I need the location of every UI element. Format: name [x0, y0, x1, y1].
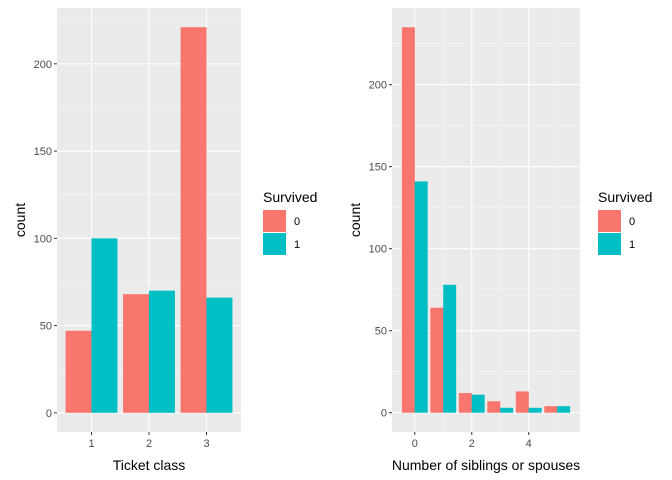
- bar-series-1: [500, 407, 514, 413]
- bar-series-1: [557, 406, 571, 413]
- x-axis-title: Ticket class: [113, 457, 186, 473]
- y-tick-label: 50: [40, 321, 52, 333]
- legend-key-1: [263, 233, 286, 255]
- bar-series-1: [471, 394, 485, 413]
- y-tick-label: 0: [381, 408, 387, 420]
- legend-key-0: [263, 210, 286, 232]
- x-tick-label: 0: [412, 438, 418, 450]
- y-axis-title: count: [12, 203, 28, 237]
- bar-series-0: [123, 294, 150, 413]
- bar-series-0: [515, 391, 529, 413]
- legend-label-1: 1: [294, 239, 300, 251]
- y-tick-label: 150: [34, 146, 52, 158]
- x-tick-label: 2: [469, 438, 475, 450]
- legend-key-1: [598, 233, 621, 255]
- bar-series-0: [487, 401, 501, 413]
- y-tick-label: 150: [369, 162, 387, 174]
- legend-title: Survived: [598, 189, 652, 205]
- bar-series-0: [65, 330, 92, 413]
- y-tick-label: 100: [34, 233, 52, 245]
- plot-siblings-spouses: 0 50 100 150 200 0 2 4 Number of siblings or spo…: [347, 8, 652, 473]
- bar-series-1: [443, 284, 457, 413]
- legend-label-0: 0: [629, 216, 635, 228]
- bar-series-1: [91, 238, 118, 413]
- bar-series-0: [180, 27, 207, 413]
- x-tick-label: 4: [526, 438, 532, 450]
- y-tick-label: 50: [375, 326, 387, 338]
- bar-series-0: [458, 393, 472, 413]
- y-tick-label: 200: [369, 80, 387, 92]
- bar-series-1: [528, 407, 542, 413]
- x-tick-label: 1: [88, 438, 94, 450]
- bar-series-1: [414, 181, 428, 413]
- bar-series-0: [544, 406, 558, 413]
- y-axis-title: count: [347, 203, 363, 237]
- bar-series-0: [430, 307, 444, 413]
- bar-series-1: [148, 290, 175, 413]
- legend-label-0: 0: [294, 216, 300, 228]
- legend-title: Survived: [263, 189, 317, 205]
- legend-key-0: [598, 210, 621, 232]
- x-tick-label: 3: [203, 438, 209, 450]
- x-axis-title: Number of siblings or spouses: [392, 457, 580, 473]
- legend: Survived 0 1: [263, 189, 317, 255]
- bar-series-0: [401, 27, 415, 413]
- legend: Survived 0 1: [598, 189, 652, 255]
- y-tick-label: 100: [369, 244, 387, 256]
- x-tick-label: 2: [146, 438, 152, 450]
- bar-series-1: [206, 297, 233, 413]
- legend-label-1: 1: [629, 239, 635, 251]
- y-tick-label: 0: [46, 408, 52, 420]
- plot-ticket-class: 0 50 100 150 200 1 2 3 Ticket class count Survived…: [12, 8, 317, 473]
- y-tick-label: 200: [34, 59, 52, 71]
